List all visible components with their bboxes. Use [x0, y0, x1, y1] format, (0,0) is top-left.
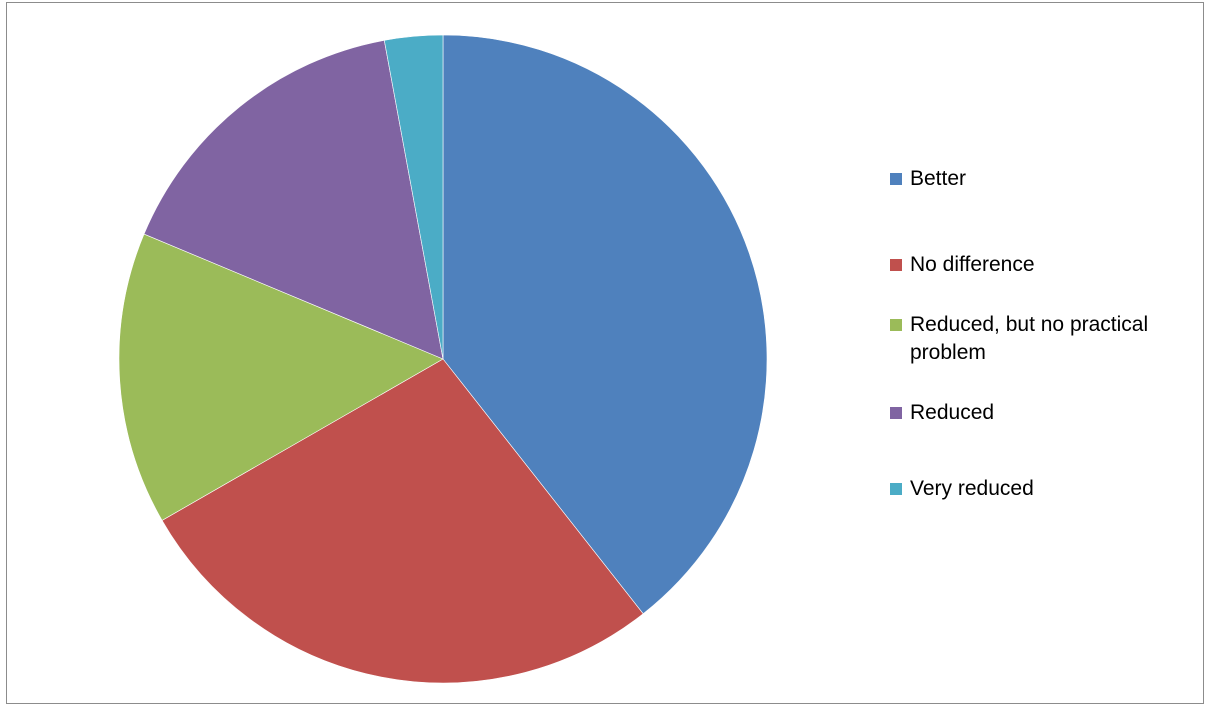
legend-label-very-reduced: Very reduced — [910, 477, 1034, 500]
pie-slice-reduced — [143, 40, 444, 360]
legend-item-better: Better — [890, 165, 1200, 251]
legend-item-very-reduced: Very reduced — [890, 475, 1200, 515]
legend-swatch-very-reduced — [890, 483, 902, 495]
pie-slice-reduced-but-no-practical-problem — [118, 233, 444, 521]
pie-slice-very-reduced — [383, 34, 444, 360]
legend-swatch-reduced — [890, 407, 902, 419]
legend-label-reduced: Reduced — [910, 401, 995, 424]
legend-item-no-difference: No difference — [890, 251, 1200, 311]
pie-slice-better — [442, 34, 768, 615]
legend-item-reduced-no-practical-problem: Reduced, but no practical problem — [890, 311, 1200, 399]
legend-item-reduced: Reduced — [890, 399, 1200, 475]
legend: Better No difference Reduced, but no pra… — [890, 165, 1200, 515]
pie-slice-no-difference — [161, 358, 644, 684]
legend-label-no-difference: No difference — [910, 253, 1035, 276]
legend-label-better: Better — [910, 167, 967, 190]
legend-swatch-better — [890, 173, 902, 185]
legend-swatch-no-difference — [890, 259, 902, 271]
legend-swatch-reduced-no-practical-problem — [890, 319, 902, 331]
legend-label-reduced-no-practical-problem: Reduced, but no practical problem — [910, 313, 1149, 364]
